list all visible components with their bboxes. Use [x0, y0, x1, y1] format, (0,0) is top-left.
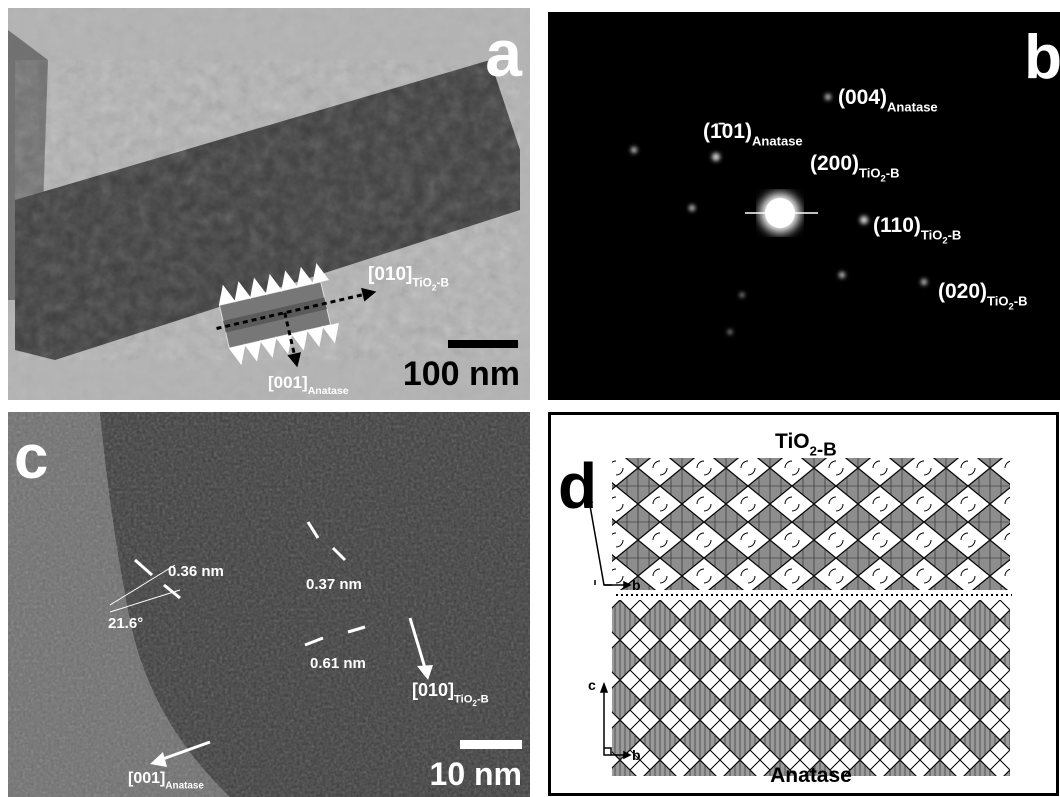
scale-bar-label: 10 nm: [430, 756, 522, 792]
reflection-label-main: (004): [838, 86, 887, 109]
axis-label: a: [584, 491, 592, 507]
direction-label-main: [001]: [268, 373, 308, 392]
panel-c: [8, 412, 530, 797]
scale-bar: [448, 340, 518, 348]
lattice-spacing: 21.6°: [108, 615, 143, 632]
reflection-label-subscript: TiO: [859, 165, 880, 180]
direction-label-subscript: -B: [437, 277, 449, 290]
reflection-label-subscript: TiO: [987, 293, 1008, 308]
direction-label-main: [010]: [412, 680, 454, 700]
panel-a: [8, 8, 530, 400]
tio2-b-structure: [612, 458, 1010, 590]
direction-label-subscript: -B: [477, 693, 489, 705]
reflection-label-main: (200): [810, 152, 859, 175]
axis-label: b: [632, 747, 641, 763]
structure-title-subscript: 2: [810, 443, 817, 458]
reflection-label-main: (020): [938, 280, 987, 303]
panel-label: a: [485, 16, 523, 90]
panel-label: d: [558, 450, 597, 522]
anatase-structure: [612, 600, 1010, 776]
structure-title-main: TiO: [775, 430, 810, 453]
axis-label: c: [588, 677, 596, 693]
figure: a100 nm[010]TiO2-B[001]Anataseb(004)Anat…: [0, 0, 1060, 797]
panel-d: [550, 414, 1058, 795]
structure-title-suffix: -B: [817, 439, 837, 460]
reflection-label-main: (110): [873, 214, 921, 237]
direction-label-subscript: TiO: [412, 277, 431, 290]
direction-label-subscript: Anatase: [165, 781, 204, 792]
reflection-label-subscript: -B: [886, 165, 900, 180]
direction-label-main: [010]: [368, 264, 412, 285]
direction-label-subscript: TiO: [454, 693, 473, 705]
texture: [8, 412, 530, 797]
scale-bar: [460, 740, 522, 749]
reflection-label-subscript: TiO: [921, 227, 942, 242]
reflection-label-main: (1̄01): [703, 120, 752, 143]
direction-label-main: [001]: [128, 770, 165, 787]
reflection-label-subscript: -B: [948, 227, 962, 242]
panel-label: b: [1024, 23, 1060, 92]
axis-label: b: [632, 577, 641, 593]
scale-bar-label: 100 nm: [403, 355, 520, 393]
reflection-label-subscript: -B: [1014, 293, 1028, 308]
panel-b-bg: [548, 12, 1060, 400]
reflection-label-subscript: Anatase: [887, 99, 938, 114]
panel-label: c: [14, 423, 48, 492]
structure-title: Anatase: [770, 764, 852, 787]
lattice-spacing: 0.61 nm: [310, 655, 366, 672]
direction-label-subscript: Anatase: [308, 385, 349, 397]
reflection-label-subscript: Anatase: [752, 133, 803, 148]
lattice-spacing: 0.37 nm: [306, 576, 362, 593]
panel-b: [548, 12, 1060, 400]
lattice-spacing: 0.36 nm: [168, 563, 224, 580]
